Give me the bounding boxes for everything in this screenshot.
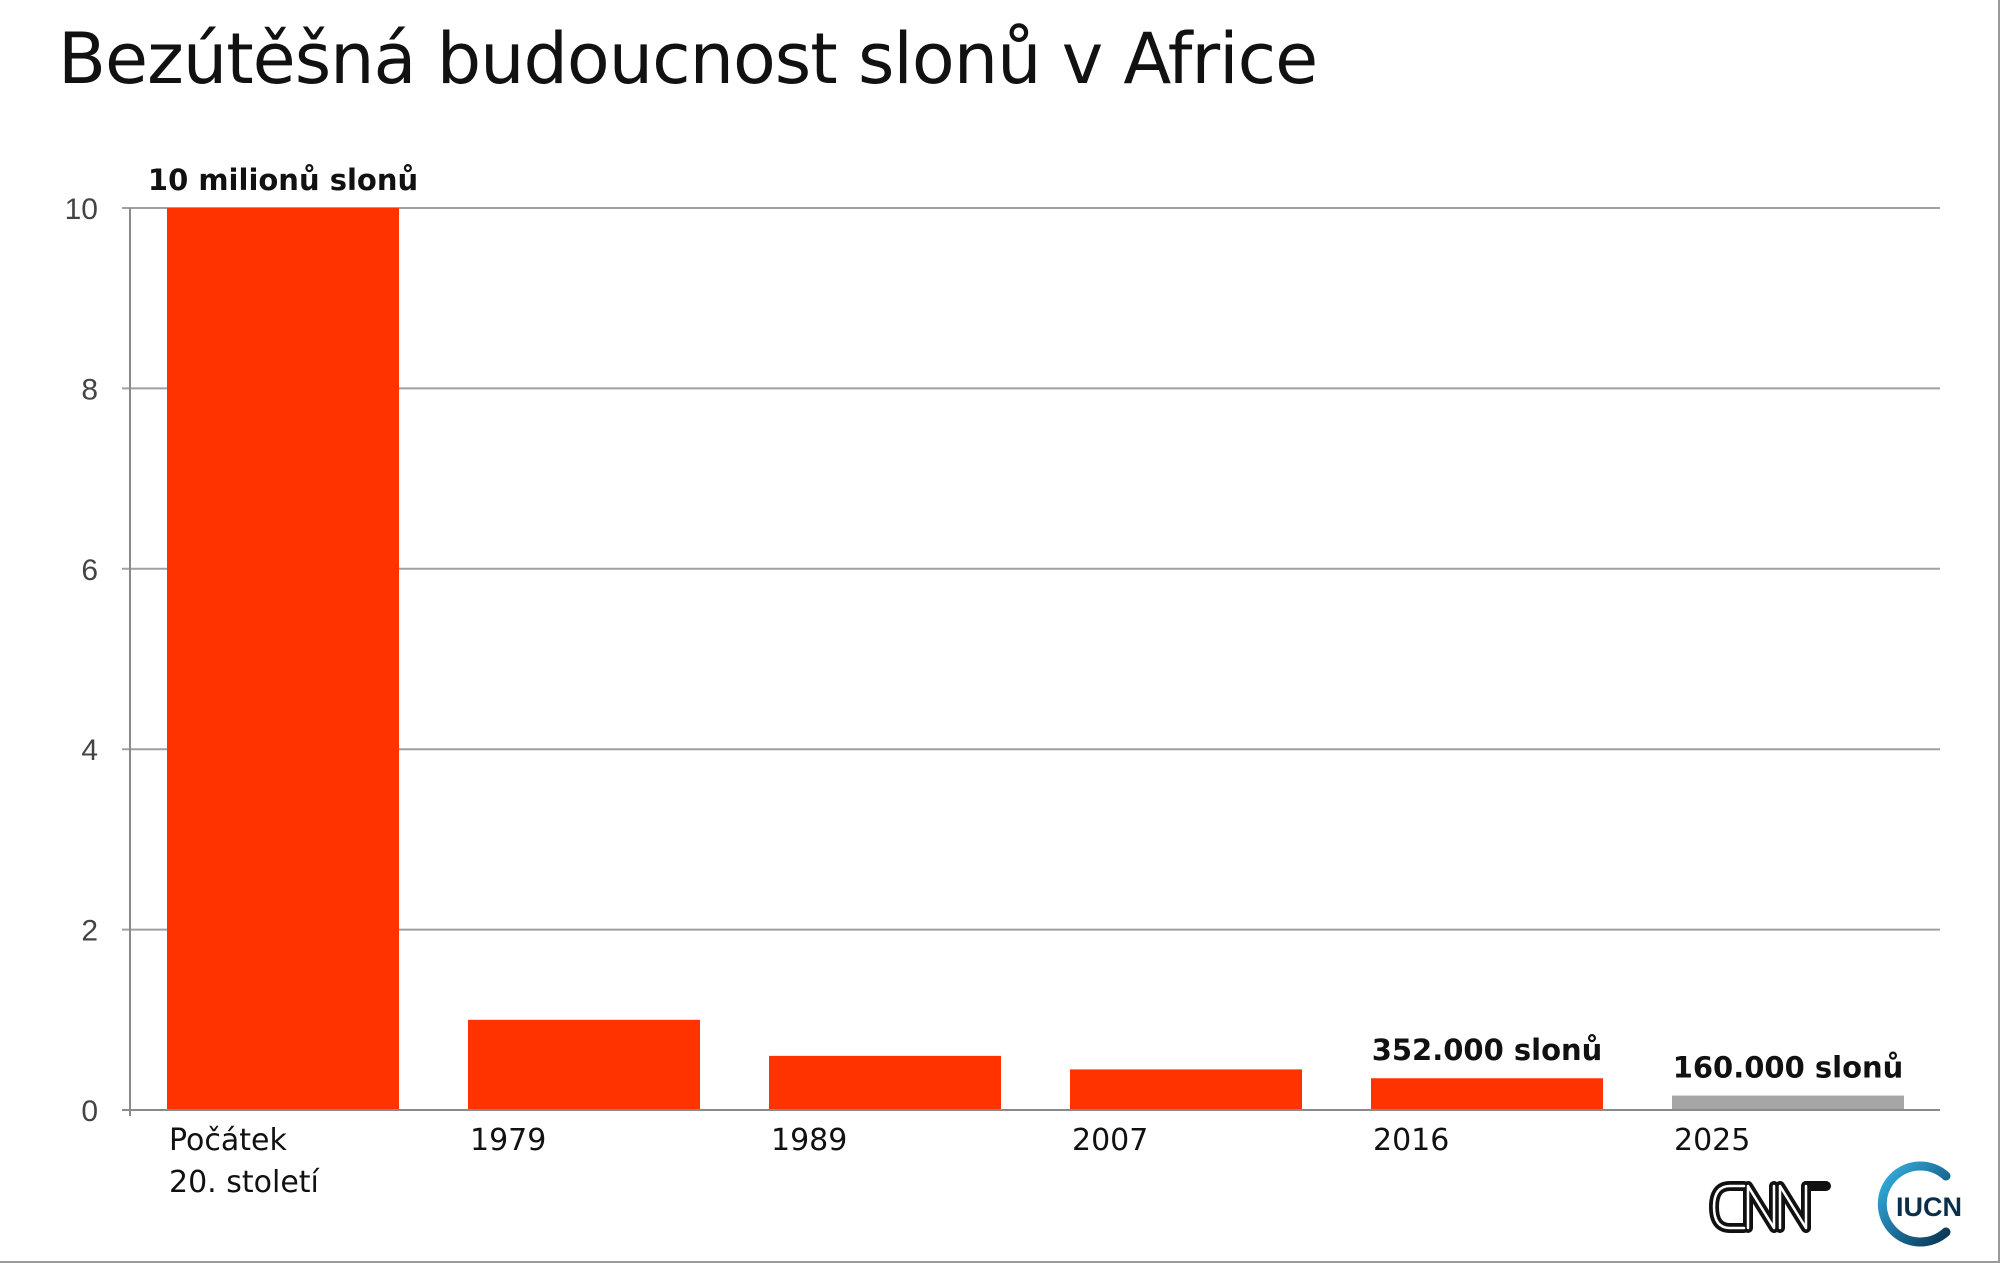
y-tick-label: 10: [65, 193, 98, 226]
x-tick-label: 1979: [470, 1123, 546, 1158]
bar: [1070, 1069, 1302, 1110]
x-axis: Počátek 20. století 1979 1989 2007 2016 2025: [122, 1109, 1940, 1200]
bar: [1672, 1095, 1904, 1110]
bar: [769, 1055, 1001, 1110]
data-label: 352.000 slonů: [1372, 1033, 1603, 1067]
x-tick-label: 2025: [1674, 1123, 1750, 1158]
bar: [1371, 1078, 1603, 1110]
x-tick-label: 1989: [771, 1123, 847, 1158]
y-tick-label: 0: [81, 1095, 98, 1128]
y-tick-label: 4: [81, 734, 98, 767]
x-tick-label: Počátek 20. století: [169, 1123, 321, 1200]
svg-text:IUCN: IUCN: [1896, 1192, 1962, 1222]
y-tick-label: 8: [81, 373, 98, 406]
bars: [167, 208, 1904, 1110]
bar: [468, 1019, 700, 1110]
x-tick-label: 2007: [1072, 1123, 1148, 1158]
data-label: 10 milionů slonů: [148, 163, 418, 197]
y-tick-label: 6: [81, 554, 98, 587]
x-tick-label: 2016: [1373, 1123, 1449, 1158]
bar: [167, 208, 399, 1110]
data-label: 160.000 slonů: [1673, 1051, 1904, 1085]
data-labels: 10 milionů slonů 352.000 slonů 160.000 slo…: [148, 163, 1903, 1085]
y-axis: 0 2 4 6 8 10: [65, 193, 131, 1128]
cnn-logo: [1709, 1181, 1831, 1233]
y-tick-label: 2: [81, 915, 98, 948]
iucn-logo: IUCN: [1877, 1161, 1962, 1247]
chart-title: Bezútěšná budoucnost slonů v Africe: [58, 18, 1318, 100]
